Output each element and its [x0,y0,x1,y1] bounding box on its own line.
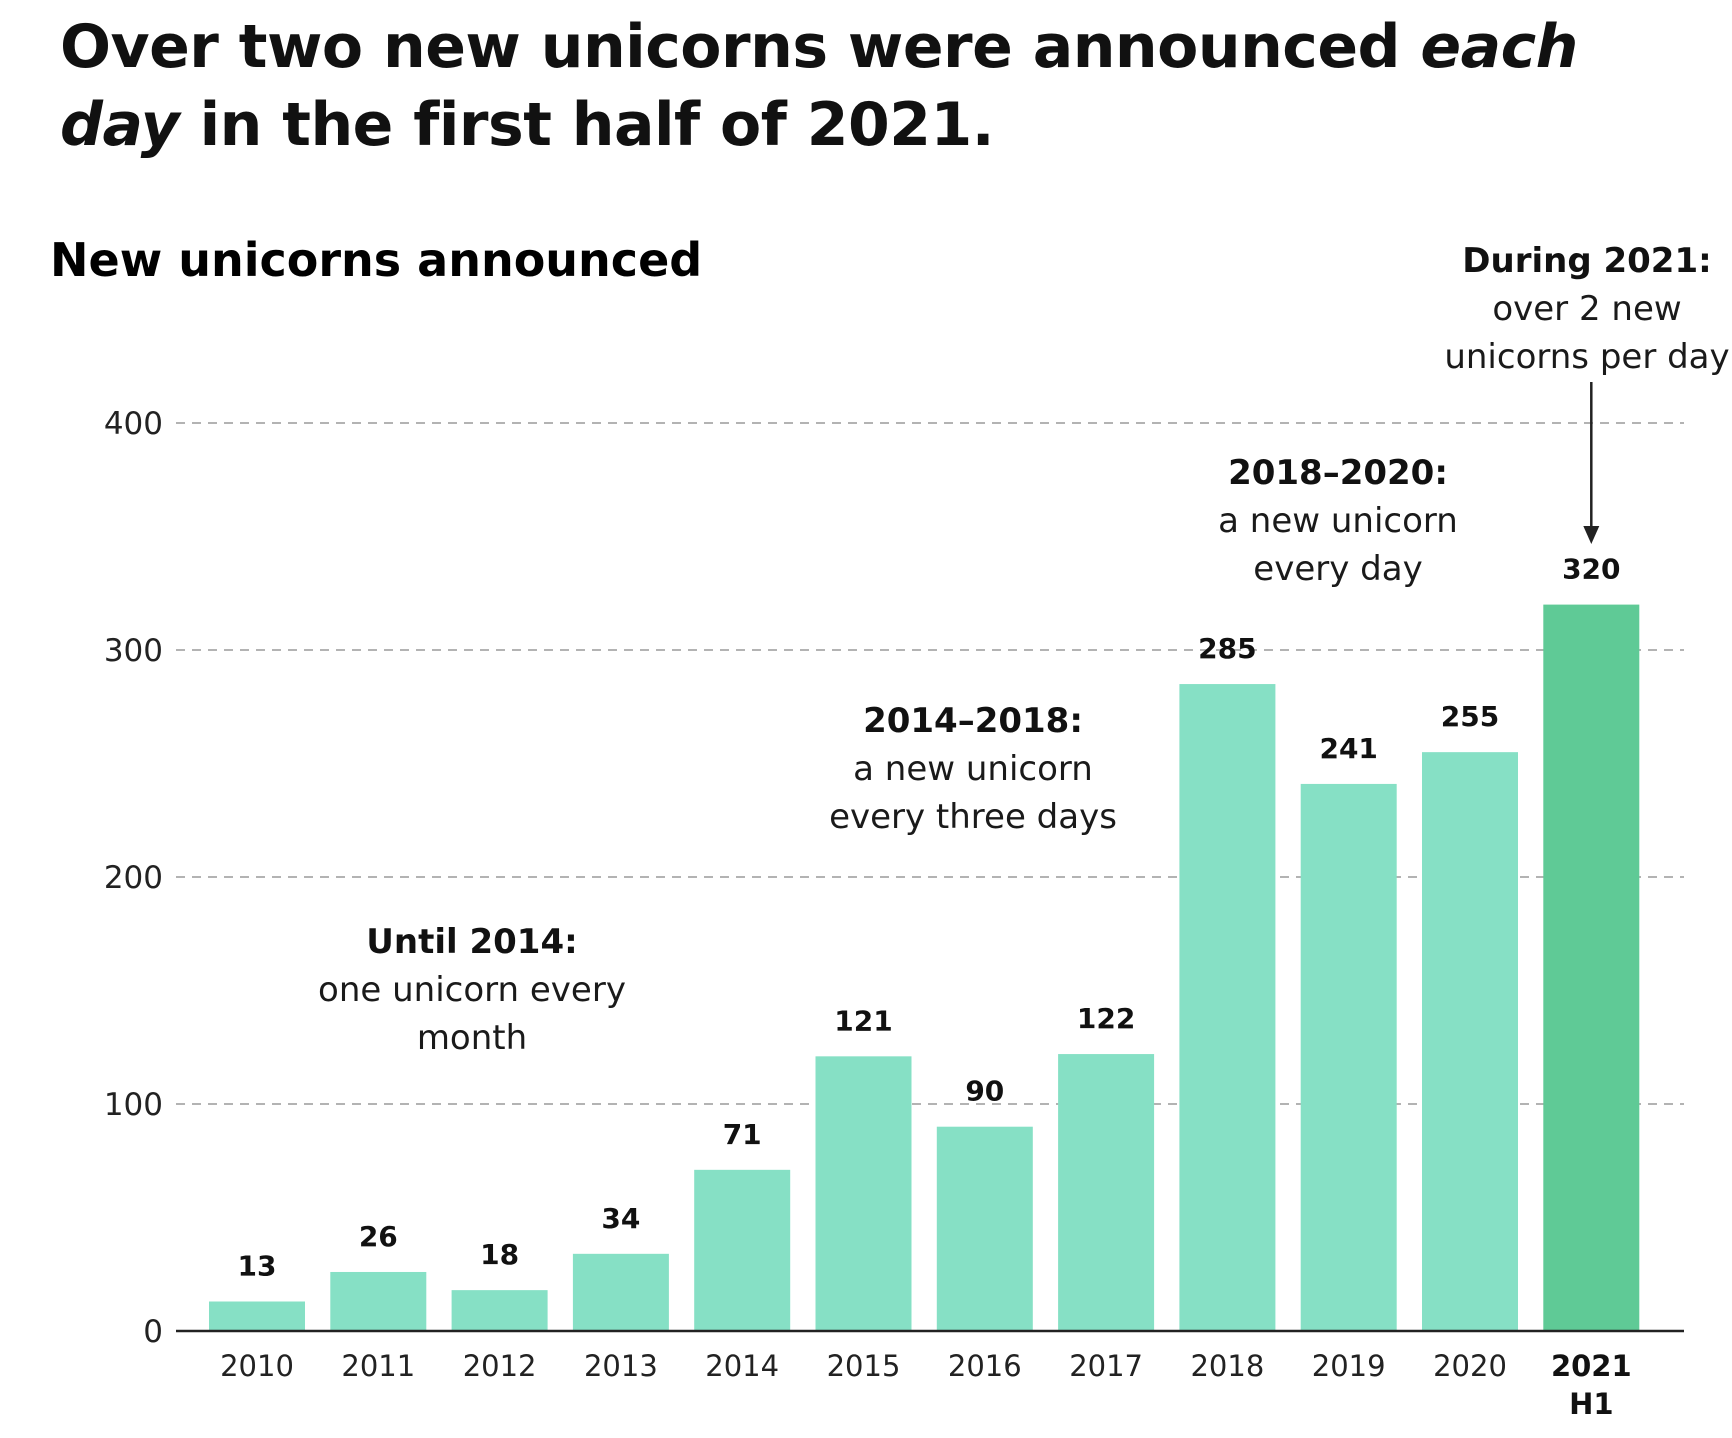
value-label: 121 [834,1004,892,1037]
annotation-heading: During 2021: [1462,241,1711,281]
annotation-2018-2020: 2018–2020: a new unicorn every day [1218,453,1458,589]
x-tick-label: 2020 [1433,1349,1507,1383]
annotation-line: month [417,1018,527,1058]
value-label: 241 [1319,732,1377,765]
annotation-line: a new unicorn [853,749,1093,789]
bar-2017 [1058,1054,1155,1331]
chart-title: New unicorns announced [50,233,702,287]
x-tick-label: 2016 [948,1349,1022,1383]
y-tick-label: 200 [104,860,163,896]
y-tick-label: 0 [143,1314,163,1350]
annotation-line: over 2 new [1492,289,1681,329]
annotation-2014-2018: 2014–2018: a new unicorn every three days [829,701,1117,837]
annotation-line: a new unicorn [1218,501,1458,541]
x-tick-label: H1 [1569,1387,1613,1421]
bar-2018 [1179,684,1276,1331]
bar-2016 [936,1126,1033,1331]
x-tick-label: 2021 [1551,1349,1632,1383]
x-tick-label: 2019 [1312,1349,1386,1383]
annotation-until-2014: Until 2014: one unicorn every month [318,922,626,1058]
arrow-head [1583,526,1600,544]
bar-2013 [572,1253,669,1331]
value-label: 13 [238,1249,277,1282]
bar-2014 [694,1169,791,1331]
bar-2021-h1 [1543,604,1640,1331]
annotation-heading: Until 2014: [366,922,577,962]
value-label: 320 [1562,553,1620,586]
x-tick-label: 2018 [1190,1349,1264,1383]
value-label: 18 [480,1238,519,1271]
annotation-line: every three days [829,797,1117,837]
headline-part1: Over two new unicorns were announced [60,12,1421,82]
x-tick-label: 2010 [220,1349,294,1383]
x-tick-label: 2015 [827,1349,901,1383]
bars [209,604,1640,1331]
y-tick-label: 100 [104,1087,163,1123]
value-label: 34 [601,1202,640,1235]
value-label: 255 [1441,700,1499,733]
value-label: 90 [965,1075,1004,1108]
annotation-line: one unicorn every [318,970,626,1010]
annotation-arrow [1583,382,1600,544]
annotation-heading: 2018–2020: [1228,453,1448,493]
y-tick-label: 300 [104,633,163,669]
bar-2010 [209,1301,305,1331]
annotation-heading: 2014–2018: [863,701,1083,741]
headline-emphasis: each day [60,12,1578,160]
bar-2020 [1422,752,1518,1331]
value-label: 71 [723,1118,762,1151]
annotations: Until 2014: one unicorn every month 2014–20… [318,241,1730,1058]
annotation-line: unicorns per day [1444,337,1729,377]
x-tick-label: 2014 [705,1349,779,1383]
bar-2019 [1300,783,1397,1331]
x-tick-label: 2011 [341,1349,415,1383]
value-label: 122 [1077,1002,1135,1035]
value-label: 285 [1198,632,1256,665]
x-tick-label: 2012 [463,1349,537,1383]
headline: Over two new unicorns were announced eac… [60,8,1700,164]
y-axis-ticks: 0 100 200 300 400 [104,406,163,1350]
x-tick-label: 2017 [1069,1349,1143,1383]
x-axis-labels: 2010 2011 2012 2013 2014 2015 2016 2017 2018 2019… [220,1349,1632,1421]
value-labels: 13 26 18 34 71 121 90 122 285 241 255 320 [238,553,1621,1283]
annotation-line: every day [1253,549,1422,589]
bar-2015 [815,1056,912,1331]
x-tick-label: 2013 [584,1349,658,1383]
bar-2012 [451,1290,548,1331]
annotation-during-2021: During 2021: over 2 new unicorns per day [1444,241,1729,377]
y-tick-label: 400 [104,406,163,442]
bar-2011 [330,1271,427,1331]
value-label: 26 [359,1220,398,1253]
headline-part2: in the first half of 2021. [179,90,995,160]
